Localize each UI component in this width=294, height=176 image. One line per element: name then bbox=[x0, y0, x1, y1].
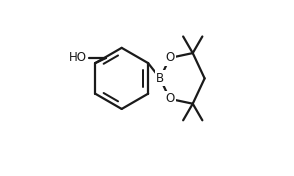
Text: HO: HO bbox=[69, 51, 87, 64]
Text: O: O bbox=[165, 51, 174, 64]
Text: B: B bbox=[156, 72, 164, 85]
Text: O: O bbox=[165, 92, 174, 105]
